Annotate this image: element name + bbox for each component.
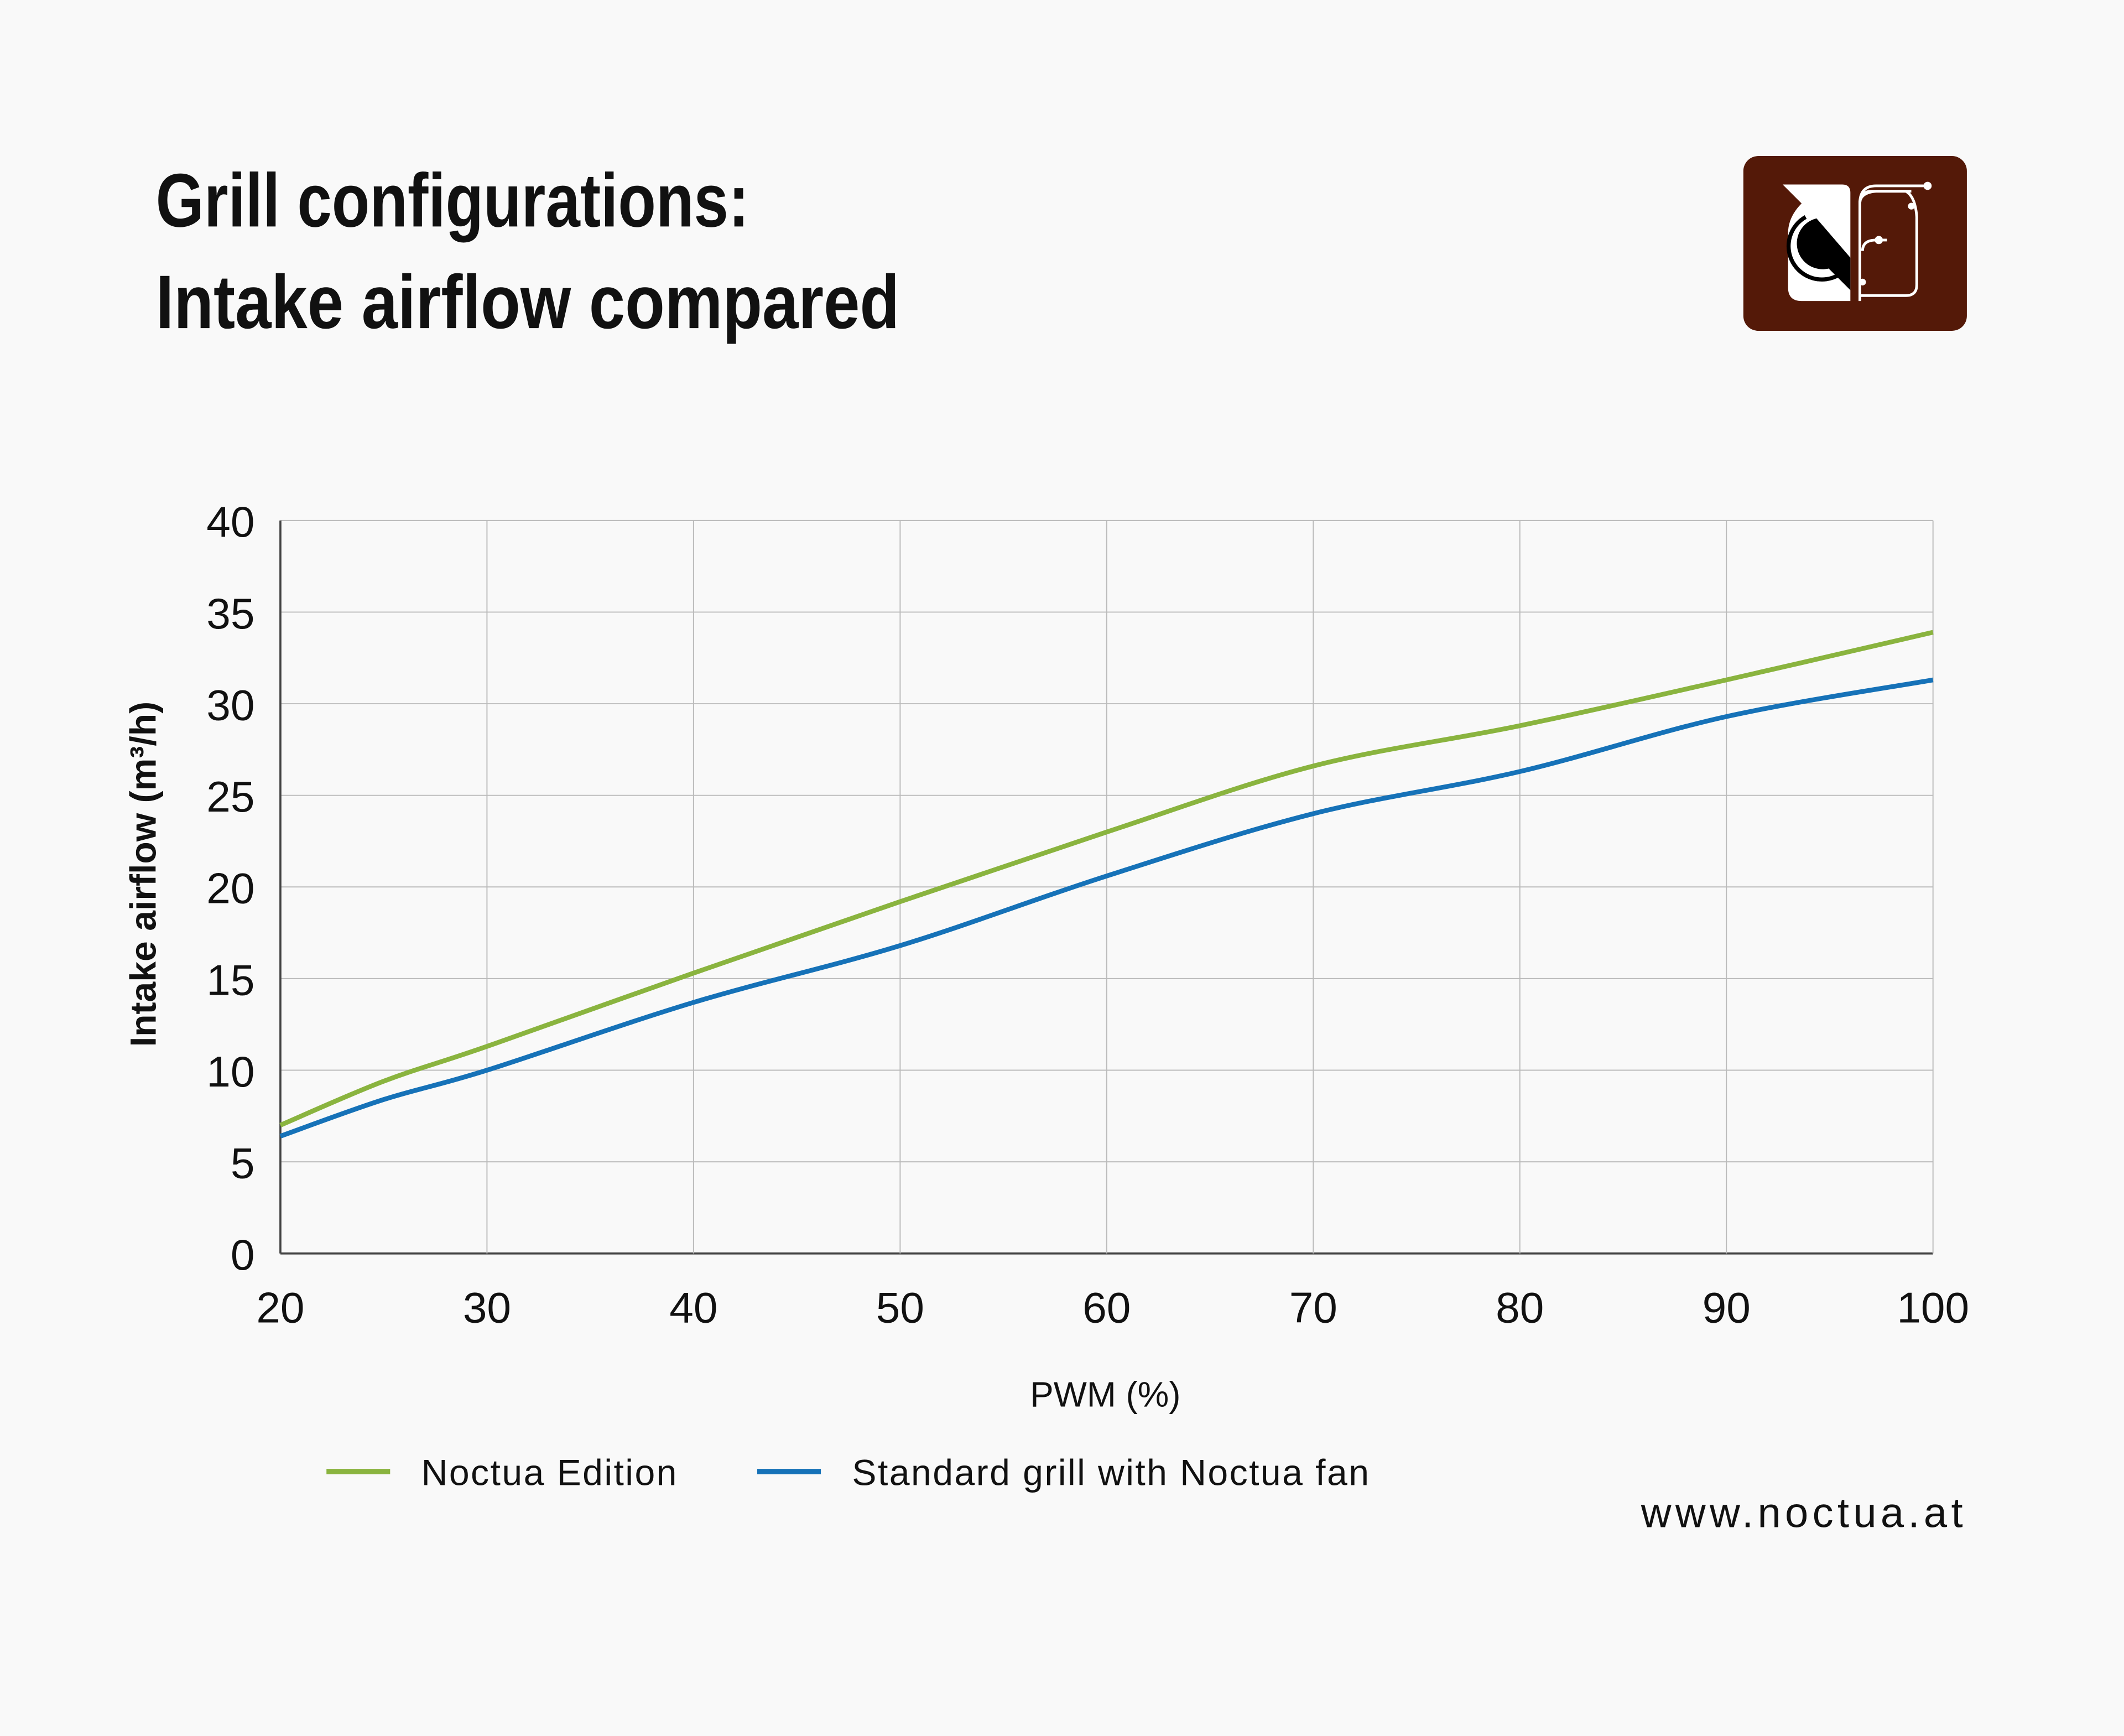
y-tick-label: 20 xyxy=(206,864,254,913)
x-tick-label: 70 xyxy=(1289,1283,1337,1332)
title-line-2: Intake airflow compared xyxy=(156,260,899,345)
y-tick-label: 5 xyxy=(231,1139,255,1188)
noctua-logo xyxy=(1743,156,1967,331)
y-tick-label: 40 xyxy=(206,497,254,546)
series-line-1 xyxy=(279,677,1934,1139)
x-tick-label: 20 xyxy=(256,1283,304,1332)
grid xyxy=(279,519,1934,1255)
x-tick-label: 90 xyxy=(1703,1283,1751,1332)
legend-label-noctua-edition: Noctua Edition xyxy=(421,1453,678,1494)
y-tick-label: 0 xyxy=(231,1230,255,1279)
legend: Noctua Edition Standard grill with Noctu… xyxy=(326,1453,1370,1494)
x-tick-labels: 20 30 40 50 60 70 80 90 100 xyxy=(256,1283,1969,1332)
y-tick-label: 15 xyxy=(206,955,254,1004)
legend-label-standard-grill: Standard grill with Noctua fan xyxy=(852,1453,1370,1494)
y-tick-label: 25 xyxy=(206,772,254,821)
y-axis-label: Intake airflow (m³/h) xyxy=(123,701,164,1047)
x-axis-label: PWM (%) xyxy=(1030,1375,1180,1414)
x-tick-label: 50 xyxy=(876,1283,924,1332)
y-tick-label: 10 xyxy=(206,1047,254,1096)
y-tick-label: 30 xyxy=(206,680,254,729)
x-tick-label: 40 xyxy=(669,1283,717,1332)
website-link[interactable]: www.noctua.at xyxy=(1641,1489,1967,1536)
x-tick-label: 100 xyxy=(1897,1283,1969,1332)
title-line-1: Grill configurations: xyxy=(156,158,749,243)
x-tick-label: 80 xyxy=(1496,1283,1544,1332)
y-tick-labels: 0 5 10 15 20 25 30 35 40 xyxy=(206,497,254,1279)
series-line-0 xyxy=(279,630,1934,1127)
x-tick-label: 30 xyxy=(463,1283,511,1332)
y-tick-label: 35 xyxy=(206,589,254,638)
series-lines xyxy=(279,630,1934,1139)
x-tick-label: 60 xyxy=(1082,1283,1131,1332)
